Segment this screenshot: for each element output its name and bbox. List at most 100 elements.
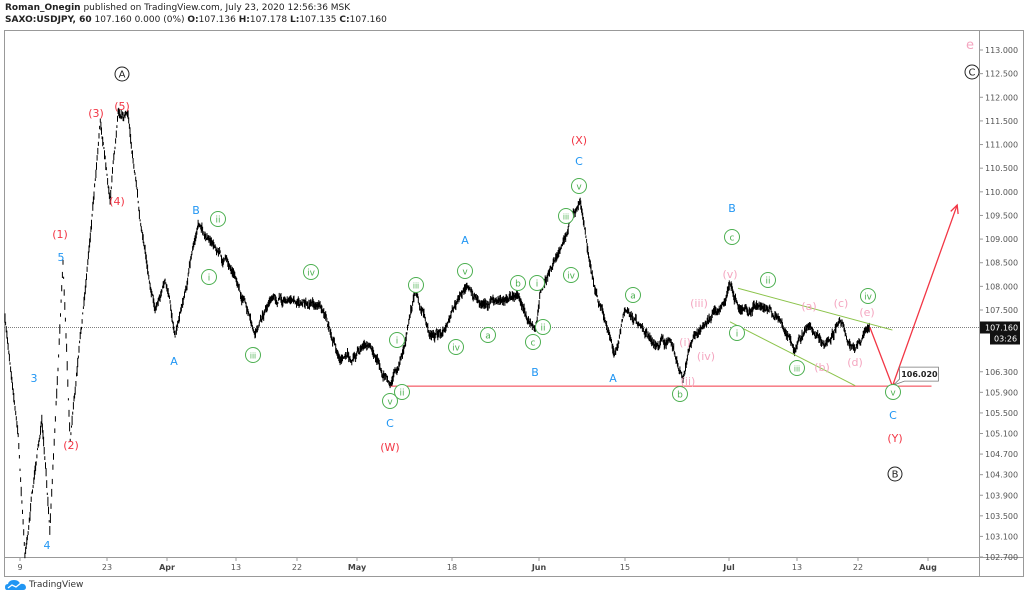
- wave-label-text: (W): [380, 441, 399, 454]
- wave-label-pink: (b): [814, 361, 830, 374]
- wave-label-text: (5): [114, 100, 130, 113]
- wave-label-green-circle: ii: [210, 211, 226, 227]
- wave-label-text: B: [728, 202, 736, 215]
- wave-label-circle: [382, 393, 398, 409]
- price-tick-label: 102.700: [985, 553, 1018, 562]
- symbol-label: SAXO:USDJPY, 60: [5, 15, 92, 25]
- wave-label-text: (4): [109, 195, 125, 208]
- price-tick-label: 105.100: [985, 430, 1018, 439]
- wave-label-circle: [887, 466, 903, 482]
- wave-label-green-circle: c: [724, 229, 740, 245]
- wave-label-green-circle: i: [389, 332, 405, 348]
- wave-label-blue: B: [531, 366, 539, 379]
- wave-labels: A C Be (3) (5) (4) (1) (2) (X) (W) (Y) 5 3 4 A B C A B C A B C…: [31, 38, 980, 552]
- countdown-badge: [990, 333, 1020, 345]
- wave-label-green-circle: iv: [563, 267, 579, 283]
- wave-label-circle: [201, 269, 217, 285]
- wave-label-text: ii: [540, 324, 545, 334]
- wave-label-text: iv: [567, 272, 576, 282]
- high-label: H:: [238, 15, 250, 25]
- wave-label-circle: [563, 267, 579, 283]
- wave-label-text: (b): [814, 361, 830, 374]
- price-axis[interactable]: 113.000 112.500 112.000 111.500 111.000 110.5…: [979, 46, 1020, 562]
- price-tick-label: 112.500: [985, 70, 1018, 79]
- time-tick-label: Jun: [531, 563, 547, 572]
- wave-label-text: v: [890, 389, 896, 399]
- wave-label-pink: (e): [859, 306, 874, 319]
- price-callout-label: 106.020: [901, 370, 938, 379]
- price-tick-label: 108.000: [985, 282, 1018, 291]
- wave-label-black-circle: A: [114, 66, 130, 82]
- wave-label-green-circle: v: [382, 393, 398, 409]
- wave-label-circle: [724, 229, 740, 245]
- wave-label-green-circle: iii: [245, 347, 261, 363]
- wave-label-text: ii: [399, 389, 404, 399]
- wave-label-circle: [303, 264, 319, 280]
- wave-label-red: (W): [380, 441, 399, 454]
- wave-label-pink: (i): [679, 336, 691, 349]
- channel-line: [737, 287, 893, 331]
- price-tick-label: 111.500: [985, 117, 1018, 126]
- wave-label-pink: (iii): [690, 297, 708, 310]
- drawings-layer: 106.020: [729, 203, 959, 389]
- wave-label-text: e: [966, 38, 974, 53]
- wave-label-text: iii: [563, 213, 569, 222]
- wave-label-text: 3: [31, 372, 38, 385]
- tradingview-logo-text: TradingView: [29, 580, 84, 590]
- wave-label-pink-large: e: [966, 38, 974, 53]
- time-tick-label: 22: [292, 563, 302, 572]
- time-tick-label: May: [348, 563, 367, 572]
- time-tick-label: 18: [447, 563, 457, 572]
- wave-label-circle: [760, 272, 776, 288]
- wave-label-text: iv: [452, 344, 461, 354]
- wave-label-circle: [457, 263, 473, 279]
- wave-label-blue: B: [728, 202, 736, 215]
- wave-label-text: a: [630, 292, 636, 302]
- wave-label-blue: 3: [31, 372, 38, 385]
- author-name[interactable]: Roman_Onegin: [5, 3, 81, 13]
- wave-label-text: c: [531, 339, 536, 349]
- wave-label-text: ii: [765, 277, 770, 287]
- quote-value: 107.160 0.000 (0%): [94, 15, 185, 25]
- wave-label-text: v: [387, 398, 393, 408]
- close-label: C:: [339, 15, 350, 25]
- wave-label-text: i: [736, 330, 739, 340]
- countdown-label: 03:26: [994, 334, 1017, 343]
- wave-label-text: (2): [63, 439, 79, 452]
- wave-label-circle: [885, 384, 901, 400]
- wave-label-text: v: [576, 183, 582, 193]
- wave-label-circle: [448, 339, 464, 355]
- open-label: O:: [187, 15, 199, 25]
- wave-label-text: b: [677, 391, 683, 401]
- price-tick-label: 105.900: [985, 388, 1018, 397]
- wave-label-pink: (iv): [697, 350, 715, 363]
- wave-label-text: (e): [859, 306, 874, 319]
- wave-label-green-circle: iii: [789, 360, 805, 376]
- wave-label-text: A: [609, 372, 617, 385]
- wave-label-green-circle: ii: [535, 319, 551, 335]
- wave-label-green-circle: iii: [558, 208, 574, 224]
- time-tick-label: 9: [17, 563, 22, 572]
- wave-label-text: A: [170, 355, 178, 368]
- wave-label-text: A: [461, 234, 469, 247]
- wave-label-green-circle: i: [201, 269, 217, 285]
- price-tick-label: 109.500: [985, 211, 1018, 220]
- wave-label-black-circle: C: [964, 64, 980, 80]
- wave-label-text: (iv): [697, 350, 715, 363]
- tradingview-logo[interactable]: TradingView: [5, 579, 83, 591]
- wave-label-red: (2): [63, 439, 79, 452]
- close-value: 107.160: [349, 15, 387, 25]
- wave-label-circle: [964, 64, 980, 80]
- price-tick-label: 111.000: [985, 141, 1018, 150]
- time-tick-label: Jul: [722, 563, 735, 572]
- wave-label-text: B: [192, 204, 200, 217]
- low-value: 107.135: [299, 15, 337, 25]
- wave-label-pink: (ii): [681, 375, 696, 388]
- price-tick-label: 104.700: [985, 450, 1018, 459]
- wave-label-text: 4: [44, 539, 51, 552]
- price-tick-label: 103.500: [985, 512, 1018, 521]
- time-tick-label: Apr: [159, 563, 175, 572]
- time-axis[interactable]: 9 23 Apr 13 22 May 18 Jun 15 Jul 13 22 Aug: [17, 557, 937, 572]
- wave-label-blue: A: [609, 372, 617, 385]
